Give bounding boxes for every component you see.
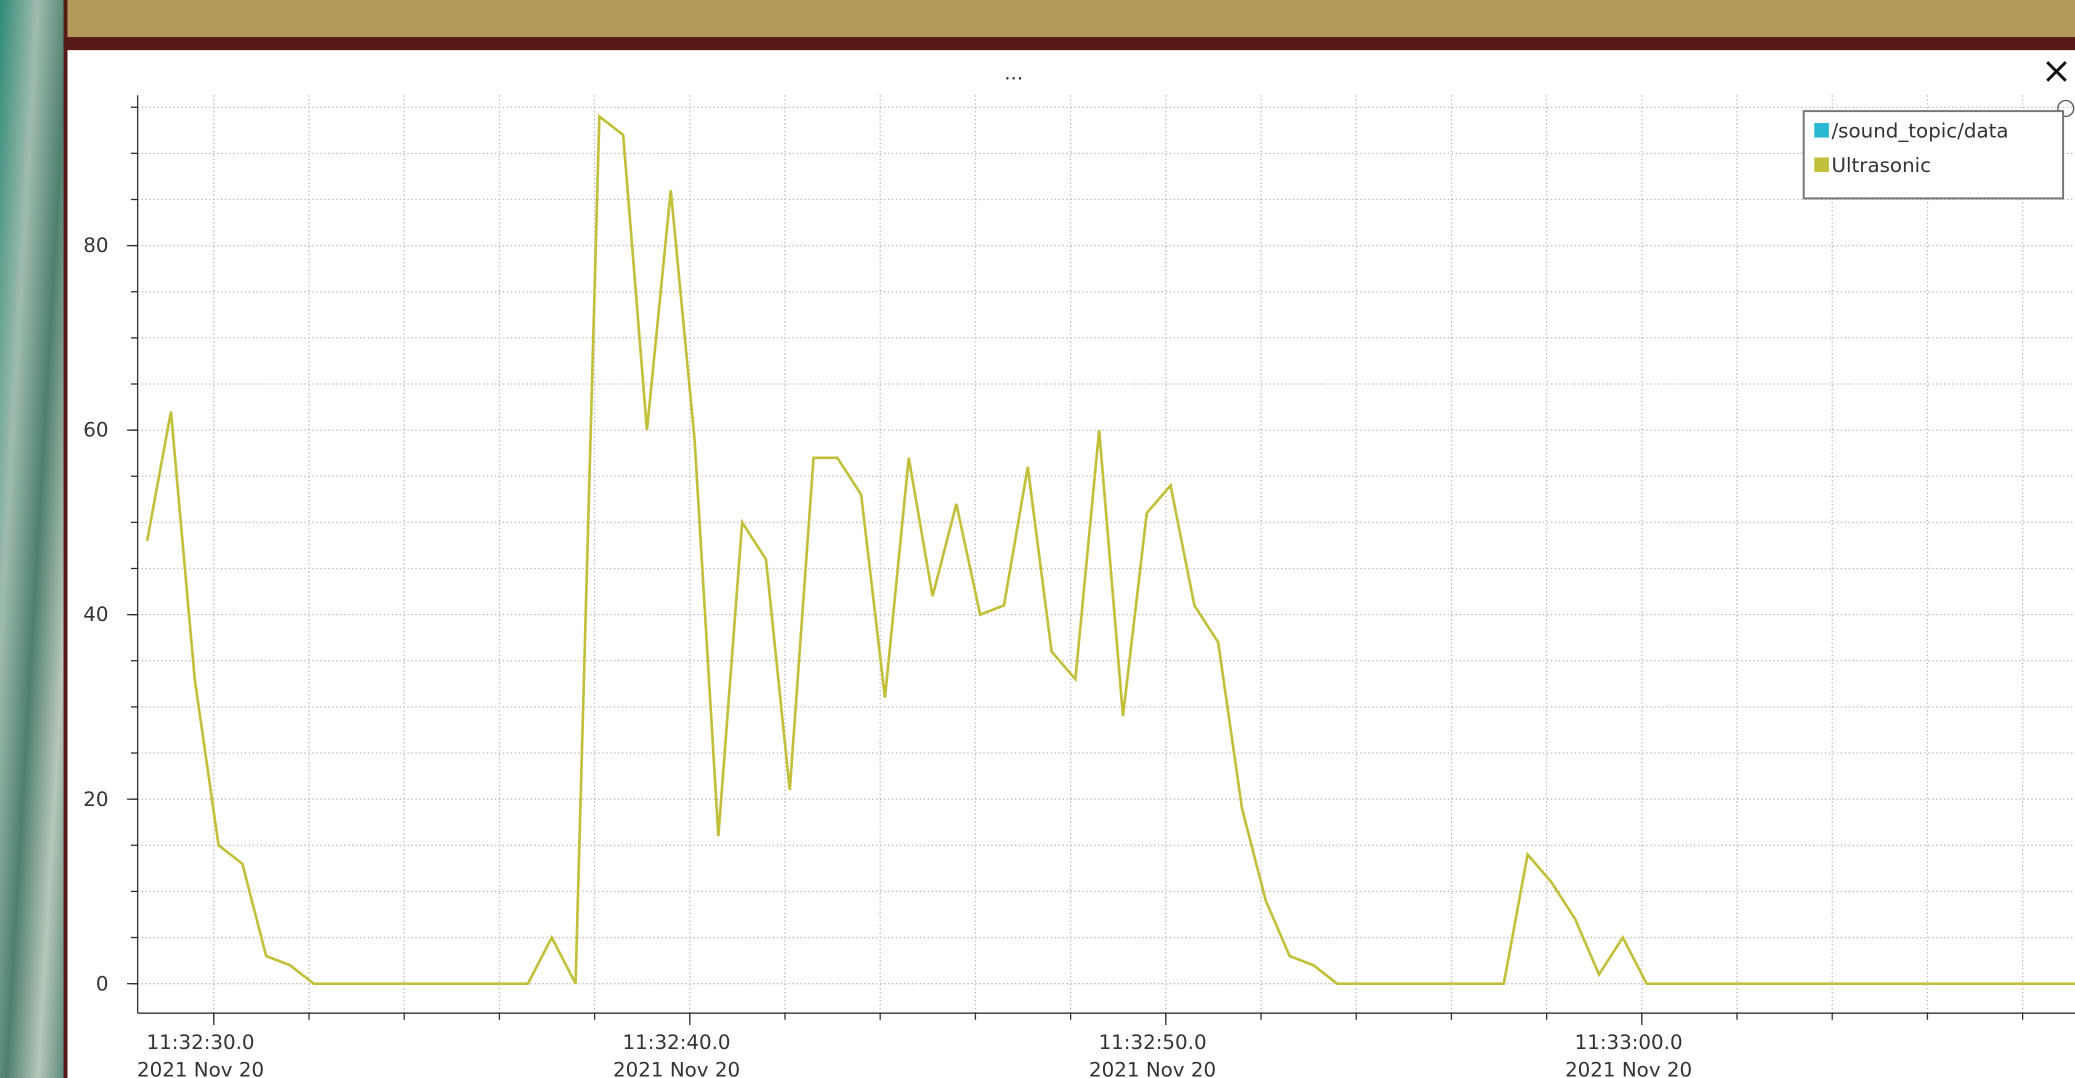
x-tick-label: 11:32:40.0 <box>623 1031 731 1054</box>
background-strip <box>0 0 64 1078</box>
y-tick-label: 60 <box>83 419 108 442</box>
window-border <box>64 37 2075 50</box>
page: ... 0 20 40 60 80 11:32:30.0 2021 Nov 20 11:32:… <box>0 0 2075 1078</box>
screen: ... 0 20 40 60 80 11:32:30.0 2021 Nov 20 11:32:… <box>0 0 2075 1078</box>
x-tick-label: 2021 Nov 20 <box>137 1059 264 1078</box>
x-tick-label: 11:32:50.0 <box>1099 1031 1207 1054</box>
legend-label: Ultrasonic <box>1832 154 1932 177</box>
x-tick-label: 11:33:00.0 <box>1575 1031 1683 1054</box>
x-tick-label: 11:32:30.0 <box>147 1031 255 1054</box>
y-tick-label: 0 <box>96 972 109 995</box>
chart-title: ... <box>1004 61 1023 84</box>
legend-label: /sound_topic/data <box>1832 120 2009 143</box>
legend-swatch <box>1814 157 1829 172</box>
y-tick-label: 80 <box>83 234 108 257</box>
y-tick-label: 40 <box>83 603 108 626</box>
x-tick-label: 2021 Nov 20 <box>613 1059 740 1078</box>
title-bar <box>64 0 2075 37</box>
legend-swatch <box>1814 123 1829 138</box>
x-tick-label: 2021 Nov 20 <box>1089 1059 1216 1078</box>
window-border-left <box>64 0 68 1078</box>
y-tick-label: 20 <box>83 788 108 811</box>
x-tick-label: 2021 Nov 20 <box>1565 1059 1692 1078</box>
